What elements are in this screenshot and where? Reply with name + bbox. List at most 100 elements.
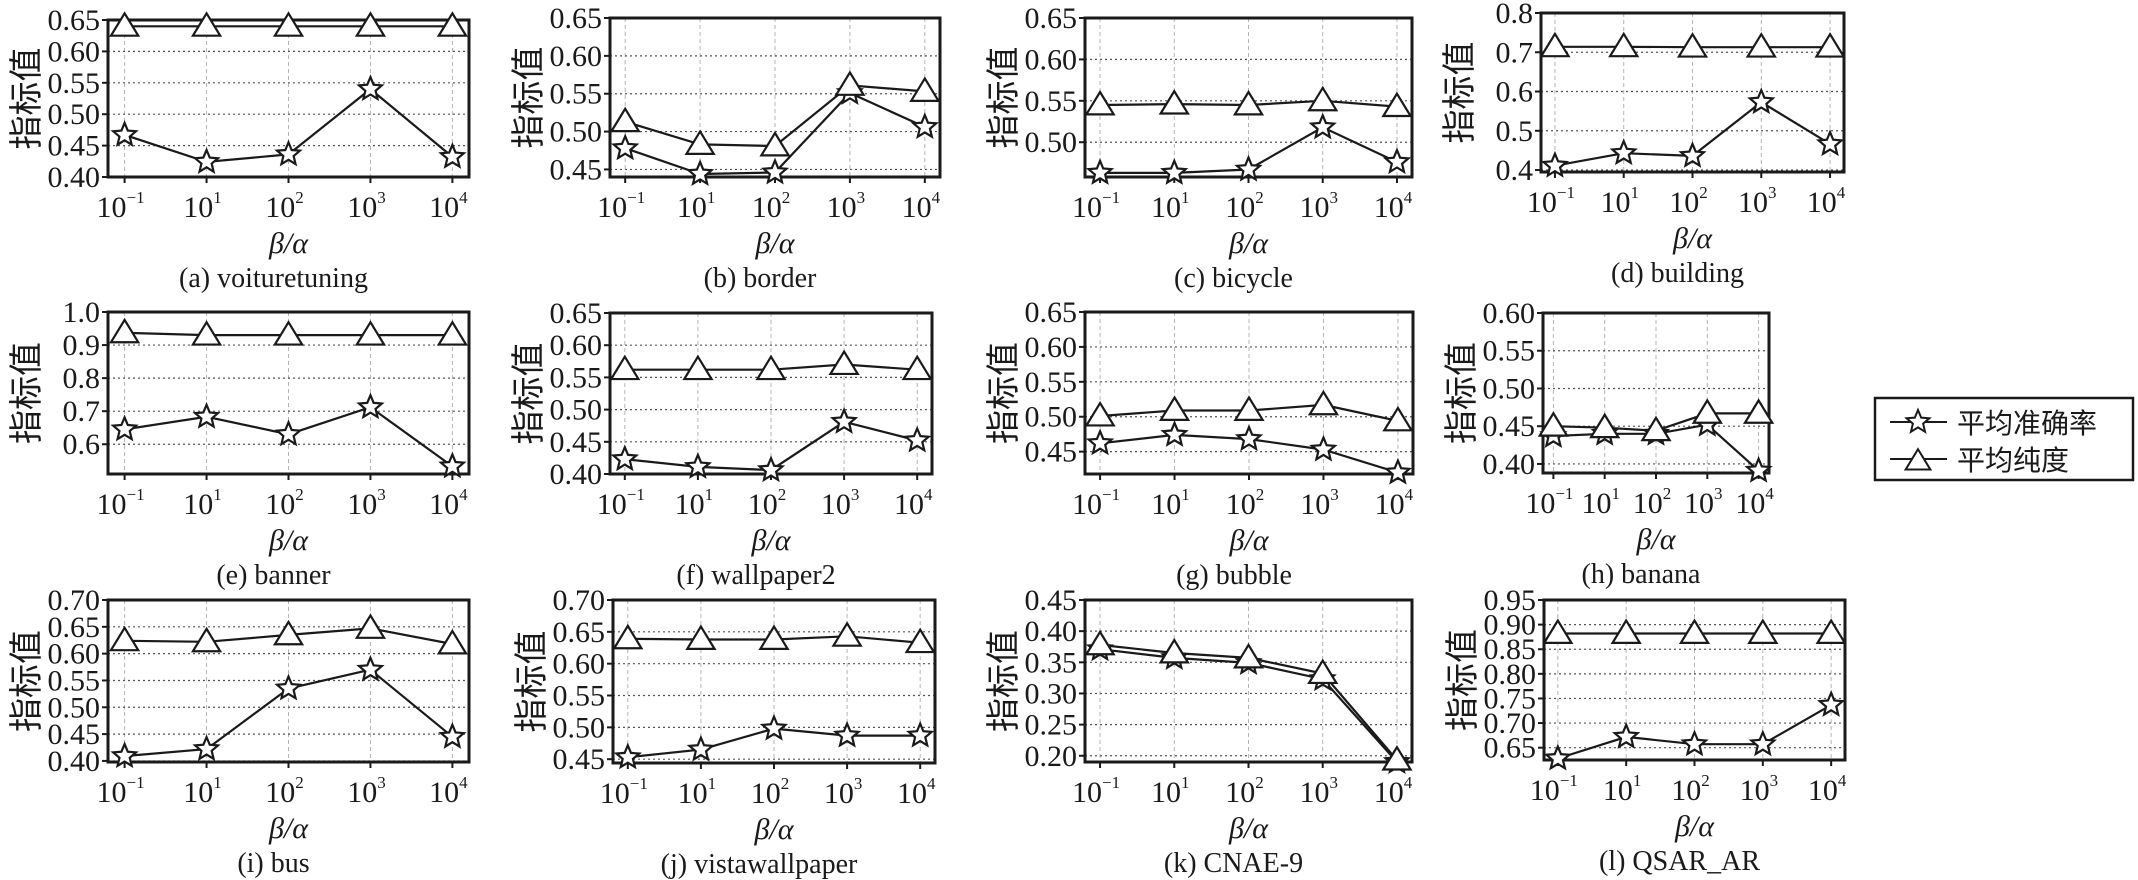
plot-frame [1083,310,1415,476]
subplot-caption: (i) bus [237,848,309,879]
y-tick-label: 0.60 [1025,331,1078,364]
x-tick-label: 10−1 [97,188,145,224]
x-tick-label: 102 [751,774,790,810]
y-tick-label: 0.55 [1025,366,1078,399]
x-tick-label: 102 [752,188,791,224]
x-tick-label: 103 [347,485,386,521]
triangle-marker [190,626,223,653]
triangle-marker [109,317,141,344]
star-marker [832,720,862,748]
y-tick-label: 0.70 [48,584,101,617]
x-tick-label: 101 [1151,485,1190,521]
x-axis-label: β/α [1674,810,1715,843]
triangle-marker [272,619,305,646]
triangle-marker [755,354,787,381]
y-tick-label: 0.70 [1484,707,1537,740]
x-tick-label: 101 [1151,773,1190,809]
triangle-marker [1158,89,1190,115]
x-tick-label: 10−1 [1527,183,1575,219]
star-marker [906,720,935,748]
subplot-caption: (g) bubble [1176,560,1292,591]
triangle-marker [1814,32,1846,58]
x-tick-label: 10−1 [597,188,645,224]
subplot-a: 0.400.450.500.550.600.65 10−1 101 102 103 104… [7,4,471,294]
subplot-k: 0.200.250.300.350.400.45 10−1 101 102 103 104… [984,584,1414,879]
star-marker [1748,729,1777,757]
subplot-caption: (b) border [704,263,817,294]
y-tick-label: 0.45 [553,743,606,776]
x-tick-label: 104 [1807,183,1846,219]
y-tick-label: 0.45 [1483,410,1536,443]
star-marker [683,452,713,479]
x-tick-label: 102 [1226,485,1265,521]
x-tick-label: 102 [1669,183,1708,219]
triangle-marker [436,11,468,37]
y-tick-label: 0.65 [550,297,603,330]
y-tick-label: 0.20 [1025,740,1078,773]
x-tick-label: 101 [1600,183,1639,219]
x-tick-label: 102 [265,773,304,809]
x-tick-label: 101 [183,485,222,521]
triangle-marker [1232,89,1265,116]
star-marker [1612,721,1641,749]
triangle-marker [1743,398,1775,424]
star-marker [438,451,467,479]
y-tick-label: 0.6 [1496,76,1534,109]
y-tick-label: 0.50 [48,98,101,131]
star-marker [1160,157,1189,185]
triangle-marker [1815,618,1847,644]
y-tick-label: 0.65 [553,616,606,649]
triangle-marker [684,129,716,155]
plot-frame [1083,16,1414,179]
x-axis-label: β/α [268,812,309,845]
y-tick-label: 0.85 [1484,633,1537,666]
subplot-f: 0.400.450.500.550.600.65 10−1 101 102 103 104… [509,297,934,591]
triangle-marker [1589,412,1621,439]
x-tick-label: 101 [183,773,222,809]
triangle-marker [1307,658,1339,685]
y-tick-label: 0.4 [1496,154,1534,187]
y-tick-label: 0.65 [48,611,101,644]
x-tick-label: 101 [675,485,714,521]
plot-frame [1539,11,1846,174]
x-axis-label: β/α [750,524,791,557]
subplot-caption: (j) vistawallpaper [661,849,858,880]
y-tick-label: 0.50 [1025,401,1078,434]
x-tick-label: 10−1 [1525,484,1573,520]
y-tick-label: 0.60 [48,638,101,671]
star-marker [1680,729,1709,757]
star-marker [1609,138,1638,166]
star-marker [1308,112,1337,140]
star-marker [1817,689,1846,717]
star-marker [274,419,303,447]
y-tick-label: 0.65 [550,2,603,35]
x-tick-label: 101 [678,774,717,810]
y-axis-label: 指标值 [512,631,552,733]
triangle-marker [1608,31,1640,58]
subplot-caption: (a) voituretuning [179,263,368,294]
x-axis-label: β/α [268,227,309,260]
x-axis-label: β/α [1672,222,1713,255]
triangle-marker [272,320,305,346]
y-tick-label: 0.95 [1484,584,1537,617]
triangle-marker [190,320,223,346]
triangle-marker [1747,618,1779,644]
triangle-marker [609,106,641,133]
x-axis-label: β/α [268,524,309,557]
y-axis-label: 指标值 [1443,629,1483,731]
star-marker [192,147,221,174]
star-marker [274,139,303,167]
subplot-i: 0.400.450.500.550.600.650.70 10−1 101 102 10… [7,584,471,879]
x-tick-label: 101 [677,188,716,224]
x-tick-label: 104 [1735,484,1774,520]
x-axis-label: β/α [754,227,795,260]
triangle-marker [354,320,387,346]
subplot-g: 0.450.500.550.600.65 10−1 101 102 103 104 指标值 β… [984,296,1415,591]
y-tick-label: 0.55 [48,664,101,697]
plot-frame [106,598,471,764]
subplot-caption: (k) CNAE-9 [1164,848,1303,879]
subplot-caption: (c) bicycle [1174,263,1293,294]
y-tick-label: 0.65 [1484,732,1537,765]
y-tick-label: 0.40 [1025,615,1078,648]
x-tick-label: 104 [894,485,933,521]
